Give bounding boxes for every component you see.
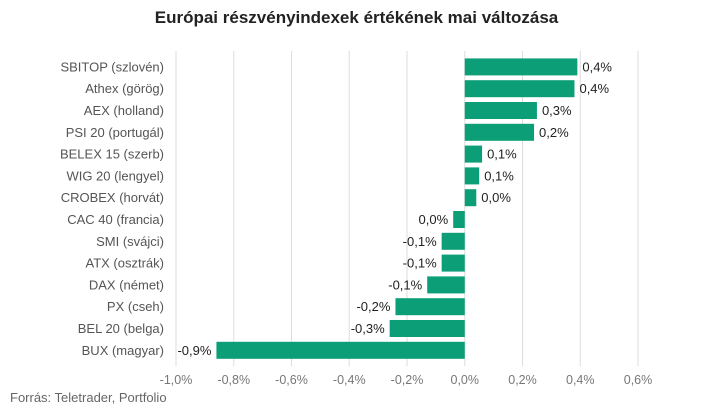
x-tick-label: 0,0% bbox=[451, 373, 480, 387]
bar bbox=[464, 167, 480, 185]
category-label: CAC 40 (francia) bbox=[67, 212, 164, 227]
data-label: -0,1% bbox=[403, 256, 437, 271]
data-label: 0,4% bbox=[579, 81, 609, 96]
category-label: BUX (magyar) bbox=[82, 343, 164, 358]
category-label: Athex (görög) bbox=[85, 81, 164, 96]
category-label: PSI 20 (portugál) bbox=[66, 125, 164, 140]
bar bbox=[216, 341, 465, 359]
labels: -1,0% -0,8% -0,6% -0,4% -0,2% 0,0% 0,2% 0,4% 0,6… bbox=[60, 59, 652, 387]
data-label: 0,3% bbox=[542, 103, 572, 118]
bar bbox=[464, 102, 537, 119]
x-tick-label: 0,2% bbox=[508, 373, 537, 387]
data-label: 0,1% bbox=[487, 147, 517, 162]
bar bbox=[453, 211, 465, 228]
x-tick-label: -0,8% bbox=[217, 373, 250, 387]
bar bbox=[441, 254, 465, 272]
category-label: SBITOP (szlovén) bbox=[60, 59, 164, 74]
bar bbox=[464, 80, 575, 98]
data-label: -0,1% bbox=[388, 277, 422, 292]
category-label: SMI (svájci) bbox=[96, 234, 164, 249]
x-tick-label: 0,6% bbox=[624, 373, 653, 387]
data-label: -0,1% bbox=[403, 234, 437, 249]
x-tick-label: 0,4% bbox=[566, 373, 595, 387]
data-label: 0,0% bbox=[481, 190, 511, 205]
data-label: -0,9% bbox=[177, 343, 211, 358]
bar bbox=[427, 276, 465, 294]
bar bbox=[464, 123, 535, 141]
bar bbox=[464, 58, 578, 76]
data-label: 0,4% bbox=[582, 59, 612, 74]
bar bbox=[441, 232, 465, 250]
data-label: -0,3% bbox=[351, 321, 385, 336]
gridlines bbox=[175, 51, 639, 367]
category-label: ATX (osztrák) bbox=[86, 256, 165, 271]
x-tick-label: -0,4% bbox=[333, 373, 366, 387]
bar bbox=[464, 189, 477, 207]
category-label: AEX (holland) bbox=[84, 103, 164, 118]
category-label: BEL 20 (belga) bbox=[78, 321, 164, 336]
data-label: 0,1% bbox=[484, 168, 514, 183]
data-label: 0,2% bbox=[539, 125, 569, 140]
data-label: -0,2% bbox=[356, 299, 390, 314]
bar bbox=[395, 298, 465, 316]
data-label: 0,0% bbox=[419, 212, 449, 227]
bar bbox=[389, 320, 465, 337]
bar bbox=[464, 145, 483, 163]
x-tick-label: -0,2% bbox=[391, 373, 424, 387]
category-label: PX (cseh) bbox=[107, 299, 164, 314]
x-tick-label: -1,0% bbox=[160, 373, 193, 387]
category-label: WIG 20 (lengyel) bbox=[66, 168, 164, 183]
source-note: Forrás: Teletrader, Portfolio bbox=[10, 390, 167, 405]
category-label: DAX (német) bbox=[89, 277, 164, 292]
chart-title: Európai részvényindexek értékének mai vá… bbox=[154, 8, 559, 27]
bars bbox=[216, 58, 578, 359]
category-label: BELEX 15 (szerb) bbox=[60, 147, 164, 162]
category-label: CROBEX (horvát) bbox=[61, 190, 164, 205]
x-tick-label: -0,6% bbox=[275, 373, 308, 387]
